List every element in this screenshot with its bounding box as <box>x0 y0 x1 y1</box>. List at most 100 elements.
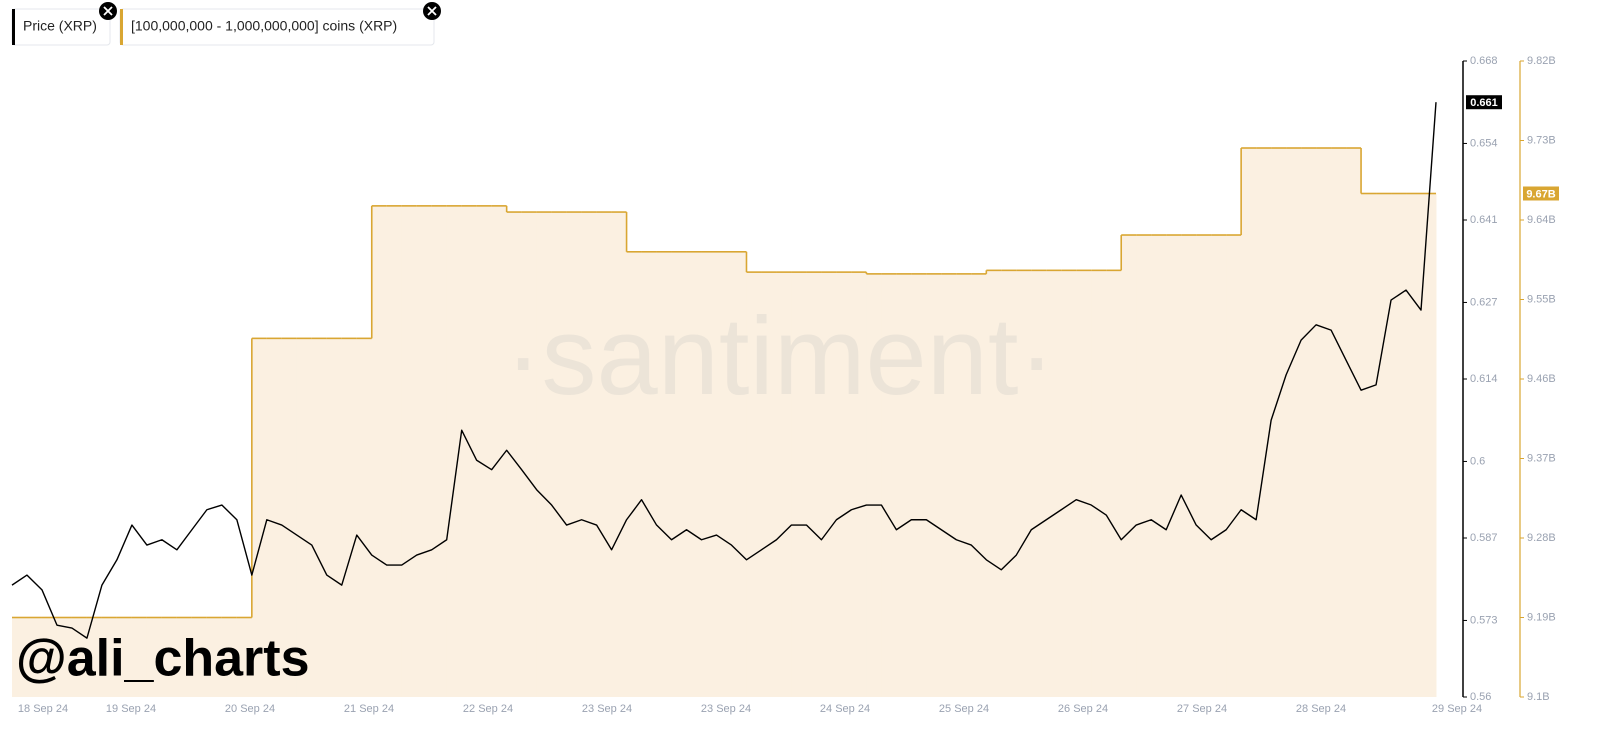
holdings-area <box>1241 148 1257 698</box>
holdings-area <box>236 617 253 697</box>
y-tick-label: 0.587 <box>1470 532 1498 544</box>
y2-tick-label: 9.46B <box>1527 373 1556 385</box>
holdings-area <box>1061 270 1077 697</box>
holdings-area <box>1016 270 1032 697</box>
holdings-area <box>581 212 598 698</box>
holdings-area <box>56 617 73 697</box>
holdings-area <box>1031 270 1047 697</box>
holdings-area <box>611 212 628 698</box>
holdings-area <box>1346 148 1362 698</box>
holdings-area <box>131 617 148 697</box>
holdings-area <box>116 617 133 697</box>
holdings-area <box>1316 148 1332 698</box>
holdings-area <box>161 617 178 697</box>
holdings-area <box>896 273 912 697</box>
holdings-area <box>671 251 688 698</box>
holdings-area <box>341 338 358 697</box>
holdings-area <box>491 205 508 697</box>
holdings-area <box>221 617 238 697</box>
y-tick-label: 0.641 <box>1470 214 1498 226</box>
holdings-area <box>1376 193 1392 697</box>
holdings-area <box>656 251 673 698</box>
holdings-area <box>866 273 882 697</box>
holdings-area <box>1091 270 1107 697</box>
x-tick-label: 23 Sep 24 <box>701 703 751 715</box>
holdings-area <box>1271 148 1287 698</box>
holdings-area <box>731 251 747 698</box>
x-tick-label: 18 Sep 24 <box>18 703 68 715</box>
holdings-area <box>506 212 523 698</box>
holdings-area <box>251 338 268 697</box>
holdings-area <box>1436 193 1437 697</box>
holdings-area <box>1076 270 1092 697</box>
holdings-area <box>746 272 762 697</box>
holdings-area <box>956 273 972 697</box>
holdings-area <box>971 273 987 697</box>
legend-item[interactable]: [100,000,000 - 1,000,000,000] coins (XRP… <box>119 2 441 46</box>
holdings-area <box>596 212 613 698</box>
holdings-area <box>1361 193 1377 697</box>
holdings-area <box>641 251 658 698</box>
y2-tick-label: 9.1B <box>1527 691 1550 703</box>
holdings-area <box>1166 235 1182 697</box>
price-last-tag <box>1466 95 1502 110</box>
x-tick-label: 22 Sep 24 <box>463 703 513 715</box>
holdings-area <box>761 272 777 697</box>
holdings-area <box>1151 235 1167 697</box>
watermark: ·santiment· <box>505 295 1055 418</box>
holdings-area <box>371 205 388 697</box>
holdings-area <box>311 338 328 697</box>
holdings-area <box>71 617 88 697</box>
holdings-area <box>521 212 538 698</box>
holdings-area <box>206 617 223 697</box>
holdings-area <box>431 205 448 697</box>
holdings-area <box>1106 270 1122 697</box>
y2-tick-label: 9.82B <box>1527 55 1556 67</box>
holdings-area <box>401 205 418 697</box>
holdings-area <box>1331 148 1347 698</box>
holdings-area <box>266 338 283 697</box>
x-tick-label: 23 Sep 24 <box>582 703 632 715</box>
holdings-area <box>1196 235 1212 697</box>
y-tick-label: 0.668 <box>1470 55 1498 67</box>
y2-tick-label: 9.28B <box>1527 532 1556 544</box>
y2-tick-label: 9.55B <box>1527 293 1556 305</box>
holdings-area <box>476 205 493 697</box>
holdings-area <box>461 205 478 697</box>
holdings-area <box>821 272 837 697</box>
y2-tick-label: 9.19B <box>1527 611 1556 623</box>
holdings-last-tag <box>1523 186 1559 201</box>
holdings-area <box>26 617 43 697</box>
holdings-area <box>986 270 1002 697</box>
holdings-area <box>146 617 163 697</box>
legend-item[interactable]: Price (XRP) <box>11 2 117 46</box>
legend-close-x <box>103 6 113 16</box>
holdings-area <box>851 272 867 697</box>
holdings-area <box>416 205 433 697</box>
holdings-area <box>281 338 298 697</box>
holdings-area <box>1136 235 1152 697</box>
holdings-area <box>626 251 643 698</box>
holdings-area <box>86 617 103 697</box>
holdings-area <box>1406 193 1422 697</box>
y-tick-label: 0.627 <box>1470 296 1498 308</box>
holdings-area <box>1181 235 1197 697</box>
x-tick-label: 29 Sep 24 <box>1432 703 1482 715</box>
x-tick-label: 27 Sep 24 <box>1177 703 1227 715</box>
holdings-area <box>716 251 732 698</box>
y2-tick-label: 9.64B <box>1527 214 1556 226</box>
legend-close-x <box>427 6 437 16</box>
holdings-last-label: 9.67B <box>1526 188 1555 200</box>
y-tick-label: 0.56 <box>1470 691 1491 703</box>
holdings-area <box>41 617 58 697</box>
legend-label: [100,000,000 - 1,000,000,000] coins (XRP… <box>131 18 397 34</box>
legend-swatch <box>12 9 15 45</box>
holdings-area <box>881 273 897 697</box>
holdings-area <box>566 212 583 698</box>
y-tick-label: 0.614 <box>1470 373 1498 385</box>
holdings-area <box>536 212 553 698</box>
holdings-area <box>326 338 343 697</box>
holdings-area <box>12 617 28 697</box>
x-tick-label: 20 Sep 24 <box>225 703 275 715</box>
